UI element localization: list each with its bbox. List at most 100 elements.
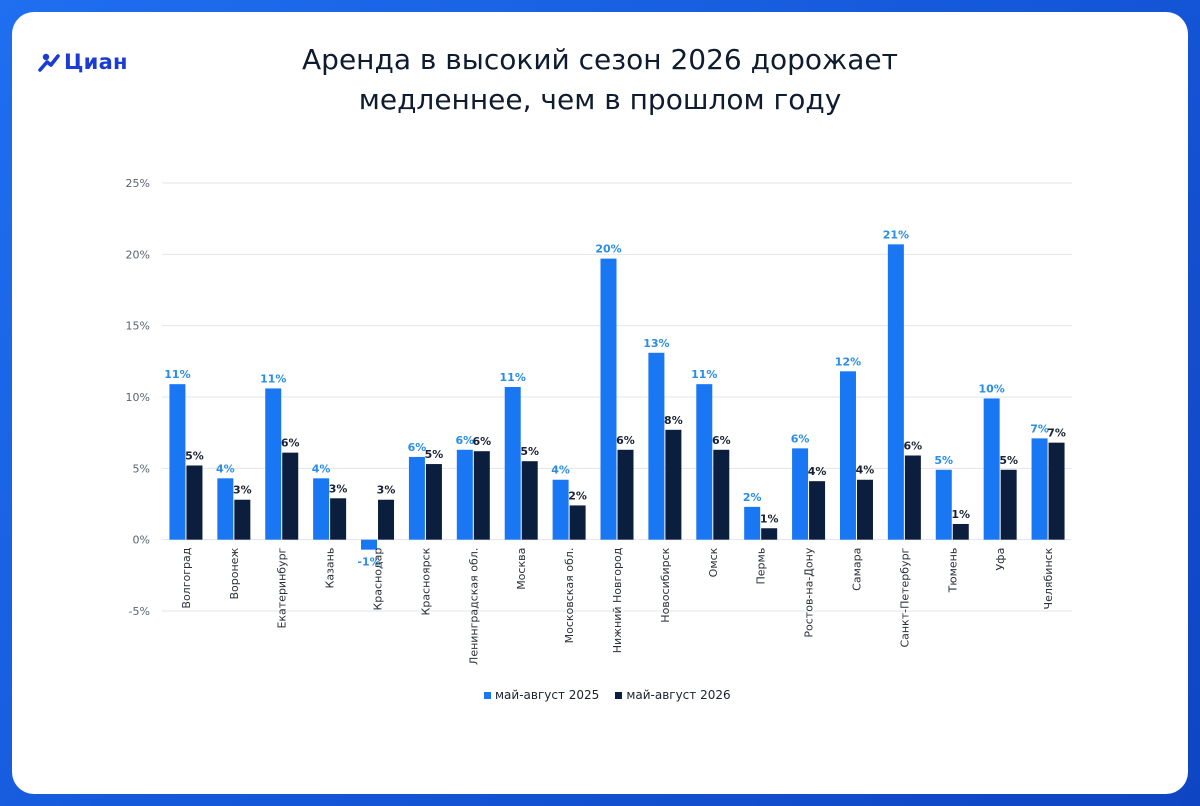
bar-2025 xyxy=(361,539,378,550)
data-label-2025: 6% xyxy=(408,441,427,454)
x-tick-label: Новосибирск xyxy=(659,547,672,622)
bar-2026 xyxy=(330,498,347,540)
legend-swatch-2026 xyxy=(615,691,623,699)
bar-2025 xyxy=(217,478,234,540)
data-label-2025: 4% xyxy=(312,462,331,475)
bar-2026 xyxy=(282,452,299,540)
x-tick-label: Волгоград xyxy=(180,547,193,608)
x-tick-label: Екатеринбург xyxy=(276,547,289,628)
bar-2026 xyxy=(1000,469,1017,540)
data-label-2026: 3% xyxy=(233,484,252,497)
data-label-2025: 13% xyxy=(643,337,669,350)
bar-2026 xyxy=(1048,442,1065,540)
bar-2026 xyxy=(761,528,778,540)
data-label-2026: 6% xyxy=(712,434,731,447)
brand-name: Циан xyxy=(64,50,128,74)
bar-2025 xyxy=(983,398,1000,540)
data-label-2025: 6% xyxy=(791,432,810,445)
bar-2025 xyxy=(552,479,569,540)
x-tick-label: Омск xyxy=(707,547,720,577)
y-tick-label: 25% xyxy=(126,177,150,190)
data-label-2026: 6% xyxy=(472,435,491,448)
data-label-2025: 4% xyxy=(216,462,235,475)
x-tick-label: Самара xyxy=(850,548,863,591)
bar-2025 xyxy=(600,258,617,540)
data-label-2025: 20% xyxy=(595,243,621,256)
bar-2025 xyxy=(265,388,282,540)
legend-label-2026: май-август 2026 xyxy=(626,688,731,702)
x-tick-label: Москва xyxy=(515,548,528,590)
bar-2026 xyxy=(904,455,921,540)
bar-2026 xyxy=(425,464,442,540)
data-label-2025: 11% xyxy=(691,368,717,381)
bar-2025 xyxy=(935,469,952,540)
bar-2025 xyxy=(744,506,761,540)
y-tick-label: 20% xyxy=(126,248,150,261)
bar-2026 xyxy=(521,461,538,540)
data-label-2026: 1% xyxy=(760,512,779,525)
x-tick-label: Ленинградская обл. xyxy=(467,548,480,665)
x-tick-label: Воронеж xyxy=(228,548,241,600)
data-label-2026: 5% xyxy=(185,449,204,462)
data-label-2025: -1% xyxy=(357,556,380,569)
data-label-2026: 5% xyxy=(425,448,444,461)
x-tick-label: Тюмень xyxy=(946,548,959,594)
y-tick-label: -5% xyxy=(129,605,150,618)
infographic-card: Циан Аренда в высокий сезон 2026 дорожае… xyxy=(12,12,1188,794)
y-tick-label: 5% xyxy=(133,462,150,475)
data-label-2026: 7% xyxy=(1047,427,1066,440)
bar-2025 xyxy=(313,478,330,540)
data-label-2025: 10% xyxy=(978,382,1004,395)
data-label-2026: 8% xyxy=(664,414,683,427)
x-tick-label: Ростов-на-Дону xyxy=(803,547,816,637)
data-label-2025: 11% xyxy=(164,368,190,381)
x-tick-label: Краснодар xyxy=(372,548,385,611)
data-label-2025: 11% xyxy=(500,371,526,384)
data-label-2026: 4% xyxy=(808,465,827,478)
bar-2025 xyxy=(408,456,425,540)
title-line-1: Аренда в высокий сезон 2026 дорожает xyxy=(302,43,898,76)
bar-2025 xyxy=(169,384,186,540)
data-label-2026: 6% xyxy=(904,439,923,452)
bar-2026 xyxy=(856,479,873,540)
x-tick-label: Московская обл. xyxy=(563,548,576,644)
bar-2025 xyxy=(648,352,665,540)
bar-2026 xyxy=(617,449,634,540)
data-label-2025: 11% xyxy=(260,372,286,385)
bar-2026 xyxy=(665,429,682,540)
y-tick-label: 10% xyxy=(126,391,150,404)
x-tick-label: Уфа xyxy=(994,548,1007,571)
data-label-2026: 6% xyxy=(281,437,300,450)
bar-chart: -5% 0% 5% 10% 15% 20% 25% 11% 5% Волгоград 4% 3% Вор… xyxy=(126,177,1072,665)
bar-2025 xyxy=(1031,438,1048,540)
bar-2025 xyxy=(696,384,713,540)
data-label-2026: 6% xyxy=(616,434,635,447)
bar-2026 xyxy=(234,499,251,540)
data-label-2025: 4% xyxy=(551,464,570,477)
bar-2026 xyxy=(713,449,730,540)
bar-2025 xyxy=(887,244,904,540)
data-label-2025: 6% xyxy=(455,434,474,447)
data-label-2025: 5% xyxy=(934,454,953,467)
data-label-2026: 3% xyxy=(329,482,348,495)
bar-2026 xyxy=(569,505,586,540)
y-tick-label: 15% xyxy=(126,320,150,333)
page-title: Аренда в высокий сезон 2026 дорожает мед… xyxy=(12,40,1188,120)
legend-swatch-2025 xyxy=(484,691,491,699)
bar-2025 xyxy=(456,449,473,540)
data-label-2025: 12% xyxy=(835,355,861,368)
data-label-2026: 3% xyxy=(377,484,396,497)
chart-legend: май-август 2025 май-август 2026 xyxy=(484,688,731,702)
data-label-2025: 2% xyxy=(743,491,762,504)
data-label-2026: 5% xyxy=(999,454,1018,467)
x-tick-label: Красноярск xyxy=(419,547,432,615)
x-tick-label: Санкт-Петербург xyxy=(898,547,911,647)
legend-item-2026: май-август 2026 xyxy=(615,688,731,702)
data-label-2026: 5% xyxy=(520,445,539,458)
bar-2025 xyxy=(839,371,856,540)
title-line-2: медленнее, чем в прошлом году xyxy=(358,83,842,116)
bar-2026 xyxy=(809,481,826,540)
x-tick-label: Нижний Новгород xyxy=(611,547,624,653)
data-label-2026: 1% xyxy=(951,508,970,521)
bar-2026 xyxy=(473,451,490,540)
